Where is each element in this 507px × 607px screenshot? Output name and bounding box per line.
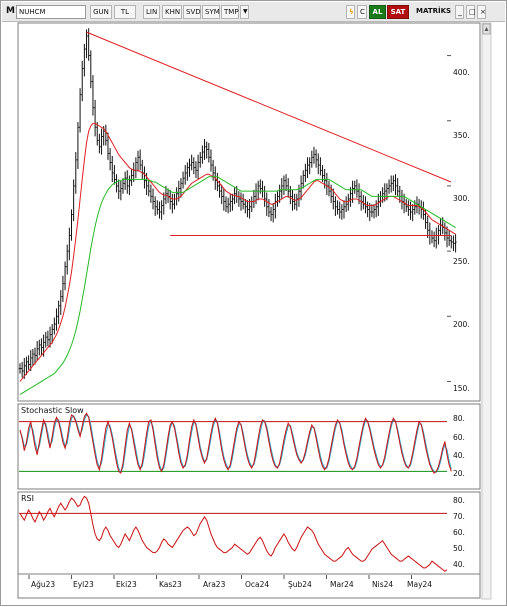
stochastic-series-layer [19, 412, 452, 474]
khn-button[interactable]: KHN [162, 5, 182, 19]
price-series-layer [18, 28, 457, 395]
rsi-panel [17, 491, 481, 575]
rsi-y-axis: 80. 70. 60. 50. 40. [453, 496, 465, 569]
stochastic-panel [17, 403, 481, 490]
price-y-axis: 400. 350. 300. 250. 200. 150. [453, 68, 470, 393]
save-button[interactable]: SVD [183, 5, 201, 19]
price-tick-label: 300. [453, 194, 470, 203]
buy-button[interactable]: AL [369, 5, 386, 19]
rsi-series-layer [19, 495, 448, 572]
currency-button[interactable]: TL [114, 5, 136, 19]
symbol-input[interactable]: NUHCM [16, 5, 86, 19]
x-tick-label: Oca24 [245, 580, 269, 589]
rsi-tick-label: 60. [453, 528, 465, 537]
toolbar: M NUHCM GUN TL LIN KHN SVD SYM TMP ▼ ϟ C… [2, 2, 505, 22]
x-axis: Ağu23 Eyl23 Eki23 Kas23 Ara23 Oca24 Şub2… [28, 575, 432, 589]
vertical-scrollbar[interactable] [481, 22, 492, 600]
rsi-tick-label: 80. [453, 496, 465, 505]
trendline-resistance [86, 31, 452, 183]
stochastic-title: Stochastic Slow [21, 406, 84, 415]
stoch-tick-label: 60. [453, 433, 465, 442]
stoch-tick-label: 80. [453, 414, 465, 423]
chevron-down-icon[interactable]: ▼ [240, 5, 249, 19]
x-tick-label: Ara23 [203, 580, 226, 589]
price-panel [17, 22, 481, 402]
period-button[interactable]: GUN [90, 5, 112, 19]
x-tick-label: May24 [407, 580, 432, 589]
stoch-tick-label: 40. [453, 451, 465, 460]
x-tick-label: Nis24 [372, 580, 393, 589]
linear-scale-button[interactable]: LIN [143, 5, 160, 19]
x-tick-label: Ağu23 [31, 580, 55, 589]
price-tick-label: 250. [453, 257, 470, 266]
matriks-logo: MATRİKS [416, 7, 452, 15]
stoch-tick-label: 20. [453, 469, 465, 478]
minimize-icon[interactable]: _ [455, 5, 464, 19]
stochastic-y-axis: 80. 60. 40. 20. [453, 414, 465, 478]
x-tick-label: Kas23 [159, 580, 182, 589]
rsi-line [19, 495, 448, 572]
price-tick-label: 350. [453, 131, 470, 140]
template-button[interactable]: TMP [221, 5, 239, 19]
rsi-tick-label: 70. [453, 512, 465, 521]
rsi-tick-label: 40. [453, 560, 465, 569]
x-tick-label: Eki23 [116, 580, 137, 589]
close-icon[interactable]: × [477, 5, 486, 19]
c-button[interactable]: C [357, 5, 367, 19]
price-tick-label: 200. [453, 320, 470, 329]
moving-average-green-line [19, 176, 456, 395]
rsi-title: RSI [21, 494, 34, 503]
sell-button[interactable]: SAT [387, 5, 409, 19]
maximize-icon[interactable]: □ [466, 5, 476, 19]
x-tick-label: Mar24 [330, 580, 354, 589]
x-axis-area [17, 573, 481, 599]
lightning-icon[interactable]: ϟ [346, 5, 355, 19]
moving-average-red-line [19, 122, 456, 382]
menu-button[interactable]: M [6, 6, 15, 16]
x-tick-label: Eyl23 [73, 580, 94, 589]
rsi-tick-label: 50. [453, 544, 465, 553]
price-tick-label: 400. [453, 68, 470, 77]
x-tick-label: Şub24 [288, 580, 312, 589]
stochastic-d-line [19, 414, 452, 474]
price-tick-label: 150. [453, 384, 470, 393]
symbol-button[interactable]: SYM [202, 5, 220, 19]
stochastic-k-line [19, 412, 452, 474]
